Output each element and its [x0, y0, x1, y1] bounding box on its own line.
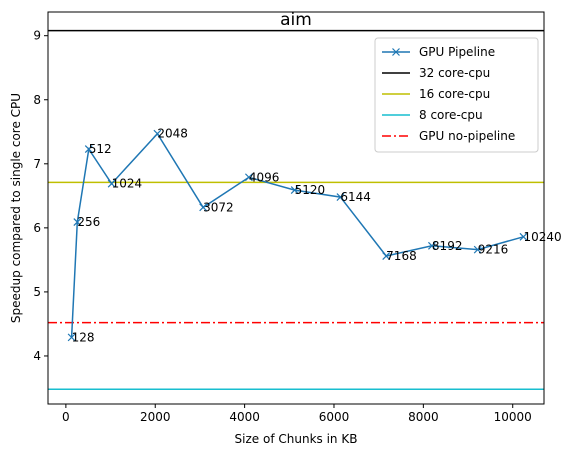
data-point: [382, 252, 391, 260]
legend-entry: 32 core-cpu: [382, 66, 490, 80]
x-axis-ticks: 0 2000 4000 6000 8000 10000: [62, 404, 532, 424]
y-tick-label: 4: [33, 349, 41, 363]
point-label: 4096: [249, 170, 280, 184]
x-tick-label: 4000: [229, 410, 260, 424]
point-label: 3072: [203, 200, 234, 214]
point-label: 6144: [340, 190, 371, 204]
point-label: 2048: [157, 127, 188, 141]
data-point: [73, 218, 82, 227]
point-label: 10240: [523, 230, 561, 244]
y-axis-ticks: 4 5 6 7 8 9: [33, 29, 48, 363]
point-label: 128: [72, 330, 95, 344]
point-label: 512: [89, 142, 112, 156]
data-point: [290, 186, 299, 194]
x-tick-label: 10000: [494, 410, 532, 424]
legend-entry: GPU no-pipeline: [382, 129, 515, 143]
y-tick-label: 6: [33, 221, 41, 235]
series-layer: [67, 129, 528, 342]
legend-label: GPU Pipeline: [419, 45, 495, 59]
point-label: 7168: [386, 249, 417, 263]
point-label: 256: [77, 215, 100, 229]
y-tick-label: 5: [33, 285, 41, 299]
x-tick-label: 6000: [319, 410, 350, 424]
legend-label: 8 core-cpu: [419, 108, 483, 122]
legend-label: 16 core-cpu: [419, 87, 490, 101]
y-tick-label: 8: [33, 93, 41, 107]
data-point: [84, 145, 93, 153]
y-tick-label: 7: [33, 157, 41, 171]
legend-label: 32 core-cpu: [419, 66, 490, 80]
point-labels: 128 256 512 1024 2048 3072 4096 5120 6144 7168 819…: [72, 127, 562, 345]
data-point: [199, 203, 208, 212]
x-tick-label: 2000: [140, 410, 171, 424]
y-axis-label: Speedup compared to single core CPU: [9, 93, 23, 323]
point-label: 5120: [295, 183, 326, 197]
data-point: [244, 173, 253, 182]
data-point: [473, 245, 482, 254]
data-point: [519, 232, 528, 241]
plot-frame: [47, 11, 545, 405]
legend-label: GPU no-pipeline: [419, 129, 515, 143]
x-tick-label: 0: [62, 410, 70, 424]
legend: GPU Pipeline 32 core-cpu 16 core-cpu 8 core…: [374, 37, 539, 153]
x-axis-label: Size of Chunks in KB: [235, 432, 358, 446]
point-label: 1024: [112, 177, 143, 191]
data-point: [336, 193, 345, 202]
legend-box: [374, 37, 539, 153]
legend-entry: 8 core-cpu: [382, 108, 483, 122]
x-tick-label: 8000: [408, 410, 439, 424]
legend-entry: GPU Pipeline: [382, 45, 495, 59]
point-label: 8192: [432, 239, 463, 253]
legend-entry: 16 core-cpu: [382, 87, 490, 101]
data-point: [428, 241, 436, 250]
data-point: [107, 179, 116, 188]
y-tick-label: 9: [33, 29, 41, 43]
data-point: [67, 333, 76, 342]
reference-lines: [48, 29, 544, 391]
data-point: [153, 129, 162, 138]
point-label: 9216: [478, 243, 509, 257]
chart-title: aim: [280, 10, 312, 30]
